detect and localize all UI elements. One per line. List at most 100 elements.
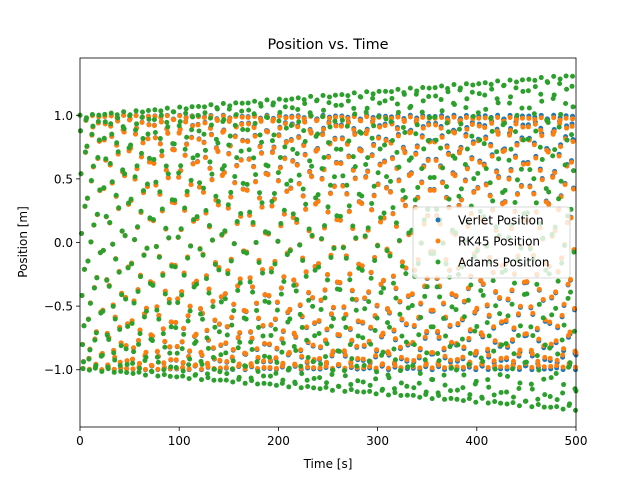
- data-point: [509, 301, 515, 307]
- data-point: [227, 103, 233, 109]
- data-point: [239, 114, 245, 120]
- data-point: [511, 358, 516, 364]
- data-point: [531, 111, 537, 117]
- data-point: [496, 175, 502, 181]
- data-point: [132, 174, 138, 180]
- data-point: [193, 372, 199, 378]
- data-point: [523, 331, 529, 337]
- data-point: [511, 325, 517, 331]
- data-point: [315, 198, 321, 204]
- data-point: [440, 165, 446, 171]
- data-point: [380, 361, 386, 367]
- data-point: [146, 159, 152, 165]
- data-point: [563, 115, 569, 121]
- data-point: [246, 147, 252, 153]
- data-point: [145, 136, 151, 142]
- data-point: [163, 225, 169, 231]
- data-point: [562, 182, 568, 188]
- data-point: [473, 365, 479, 371]
- data-point: [414, 88, 420, 94]
- data-point: [451, 114, 457, 120]
- data-point: [299, 324, 305, 330]
- data-point: [327, 191, 333, 197]
- data-point: [328, 323, 334, 329]
- data-point: [223, 340, 229, 346]
- data-point: [483, 182, 489, 188]
- data-point: [232, 173, 238, 179]
- data-point: [210, 298, 216, 304]
- data-point: [300, 257, 306, 263]
- data-point: [372, 258, 378, 264]
- data-point: [171, 147, 177, 153]
- data-point: [516, 364, 522, 370]
- y-axis-label: Position [m]: [16, 206, 30, 278]
- data-point: [411, 357, 417, 363]
- data-point: [461, 344, 467, 350]
- data-point: [255, 368, 261, 374]
- data-point: [266, 341, 272, 347]
- data-point: [270, 100, 276, 106]
- data-point: [208, 132, 214, 138]
- data-point: [573, 407, 578, 413]
- data-point: [391, 346, 397, 352]
- data-point: [460, 385, 466, 391]
- data-point: [466, 335, 472, 341]
- data-point: [225, 202, 231, 208]
- data-point: [190, 161, 196, 167]
- data-point: [402, 150, 408, 156]
- data-point: [280, 360, 286, 366]
- data-point: [262, 292, 268, 298]
- data-point: [502, 147, 508, 153]
- data-point: [322, 287, 328, 293]
- data-point: [434, 284, 440, 290]
- data-point: [353, 307, 359, 313]
- data-point: [517, 347, 523, 353]
- data-point: [109, 179, 115, 185]
- data-point: [488, 81, 494, 87]
- data-point: [477, 137, 483, 143]
- data-point: [355, 378, 361, 384]
- data-point: [460, 354, 466, 360]
- data-point: [507, 100, 513, 106]
- data-point: [213, 193, 219, 199]
- data-point: [516, 385, 522, 391]
- data-point: [201, 185, 206, 191]
- data-point: [430, 307, 436, 313]
- data-point: [300, 186, 306, 192]
- data-point: [569, 132, 575, 138]
- data-point: [200, 252, 206, 258]
- data-point: [386, 365, 392, 371]
- data-point: [349, 287, 355, 293]
- data-point: [529, 404, 535, 410]
- data-point: [514, 192, 520, 198]
- data-point: [216, 329, 222, 335]
- data-point: [250, 284, 256, 290]
- data-point: [140, 136, 146, 142]
- data-point: [149, 338, 155, 344]
- data-point: [230, 379, 236, 385]
- data-point: [441, 372, 447, 378]
- data-point: [469, 89, 475, 95]
- data-point: [314, 97, 320, 103]
- data-point: [102, 111, 108, 117]
- data-point: [324, 380, 330, 386]
- data-point: [475, 170, 481, 176]
- data-point: [329, 387, 335, 393]
- data-point: [319, 236, 325, 242]
- data-point: [301, 143, 307, 149]
- data-point: [359, 193, 365, 199]
- data-point: [271, 132, 277, 138]
- data-point: [516, 351, 522, 357]
- data-point: [306, 226, 312, 232]
- data-point: [463, 105, 469, 111]
- data-point: [416, 380, 422, 386]
- data-point: [532, 77, 538, 83]
- data-point: [252, 133, 258, 139]
- data-point: [254, 359, 260, 365]
- data-point: [534, 353, 540, 359]
- data-point: [467, 392, 473, 398]
- data-point: [253, 172, 259, 178]
- data-point: [565, 295, 571, 301]
- data-point: [118, 368, 124, 374]
